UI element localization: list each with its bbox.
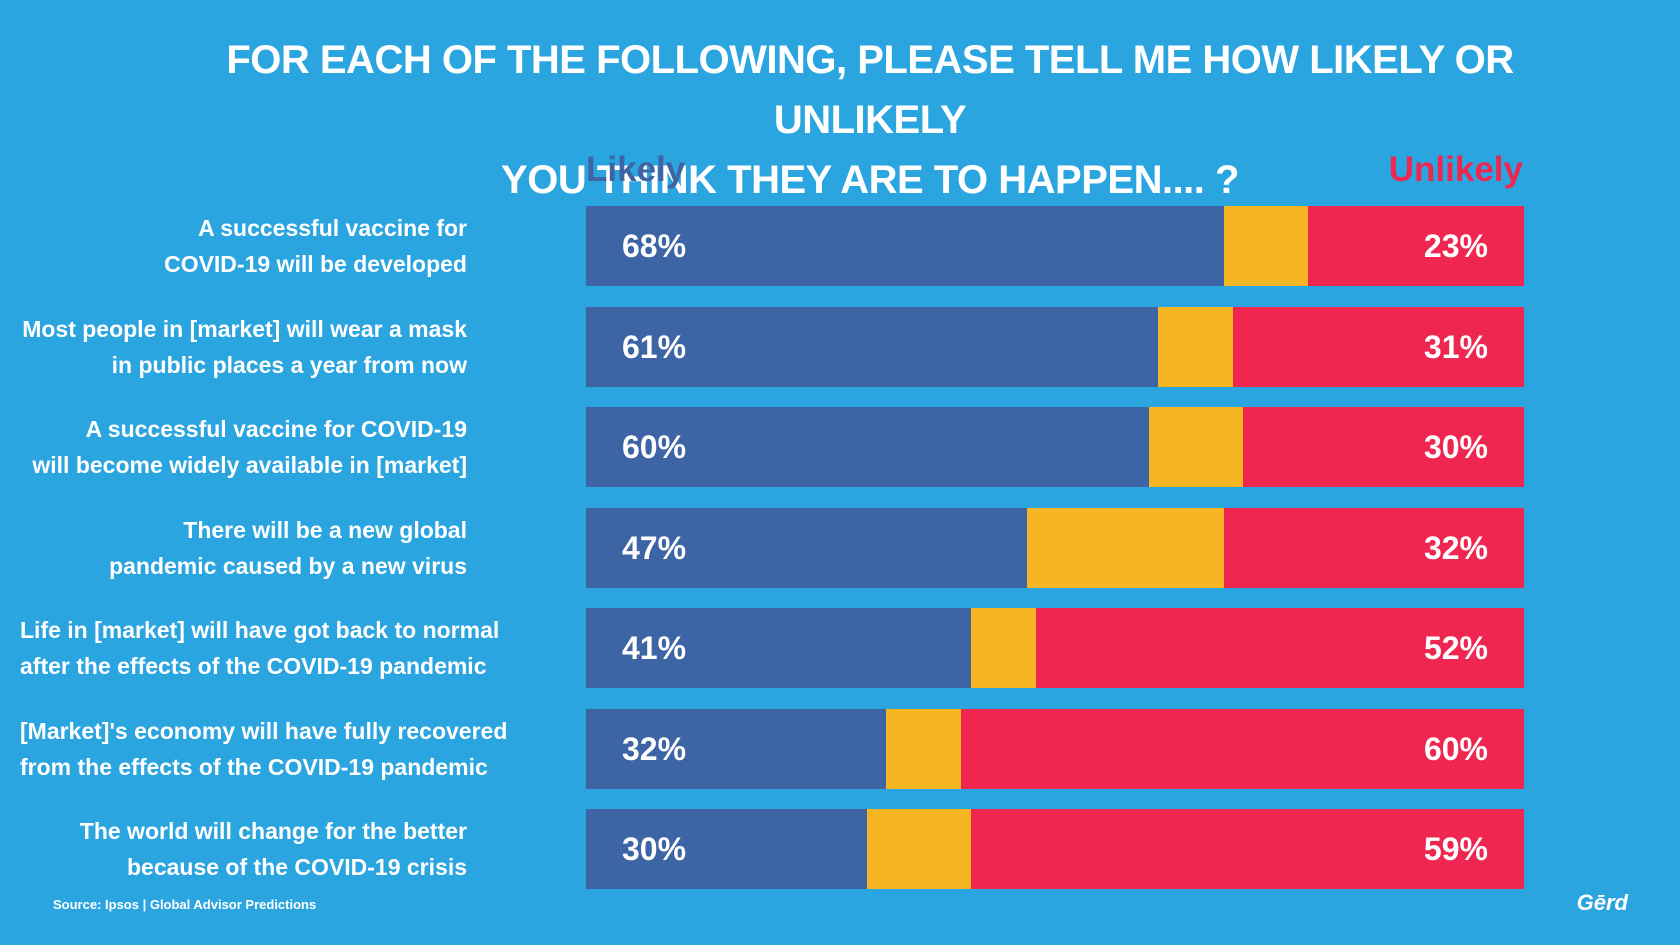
bar-unlikely: 52% (1036, 608, 1524, 688)
bar-neutral (1026, 507, 1224, 588)
bar-unlikely: 59% (970, 809, 1524, 889)
value-label-unlikely: 32% (1423, 529, 1488, 566)
bar-row: 32% 60% (586, 708, 1524, 789)
bar-unlikely: 31% (1233, 306, 1524, 387)
bar-row: 30% 59% (586, 809, 1524, 889)
bar-unlikely: 32% (1223, 507, 1524, 588)
chart-title-line-1: FOR EACH OF THE FOLLOWING, PLEASE TELL M… (226, 38, 1514, 142)
row-label-line: from the effects of the COVID-19 pandemi… (20, 753, 488, 780)
row-label: Life in [market] will have got back to n… (20, 612, 500, 684)
row-label: A successful vaccine for COVID-19 will be… (20, 210, 467, 282)
value-label-likely: 32% (622, 730, 687, 767)
value-label-likely: 60% (622, 429, 687, 465)
bar-row: 60% 30% (586, 407, 1524, 487)
value-label-likely: 30% (622, 831, 687, 867)
value-label-unlikely: 52% (1423, 630, 1488, 666)
bar-unlikely: 60% (961, 708, 1524, 789)
row-label-line: will become widely available in [market] (32, 452, 467, 478)
row-label-line: [Market]'s economy will have fully recov… (20, 717, 508, 744)
value-label-likely: 61% (622, 328, 687, 365)
value-label-unlikely: 23% (1423, 228, 1488, 264)
bar-likely: 32% (586, 708, 887, 789)
row-label-line: There will be a new global (183, 516, 467, 543)
bar-row: 47% 32% (586, 507, 1524, 588)
bar-unlikely: 30% (1242, 407, 1524, 487)
bar-likely: 68% (586, 206, 1224, 286)
value-label-likely: 41% (622, 630, 687, 666)
value-label-likely: 68% (622, 228, 687, 264)
source-note: Source: Ipsos | Global Advisor Predictio… (53, 897, 317, 912)
row-label-line: Life in [market] will have got back to n… (20, 617, 500, 643)
row-label-line: A successful vaccine for COVID-19 (85, 416, 467, 442)
row-label-line: COVID-19 will be developed (164, 251, 467, 277)
row-label-line: in public places a year from now (111, 351, 467, 378)
legend-unlikely: Unlikely (1388, 150, 1523, 189)
bar-likely: 61% (586, 306, 1159, 387)
value-label-unlikely: 60% (1423, 730, 1488, 767)
value-label-unlikely: 31% (1423, 328, 1488, 365)
row-label: Most people in [market] will wear a mask… (20, 311, 467, 383)
bar-likely: 30% (586, 809, 868, 889)
chart-title: FOR EACH OF THE FOLLOWING, PLEASE TELL M… (190, 30, 1550, 210)
bar-row: 41% 52% (586, 608, 1524, 688)
row-label-line: Most people in [market] will wear a mask (22, 315, 467, 342)
brand-logo: Gērd (1576, 890, 1628, 915)
bar-neutral (867, 809, 971, 889)
bar-neutral (886, 708, 962, 789)
bar-row: 61% 31% (586, 306, 1524, 387)
value-label-likely: 47% (622, 529, 687, 566)
bar-neutral (970, 608, 1037, 688)
row-label: [Market]'s economy will have fully recov… (20, 713, 508, 785)
row-label-line: because of the COVID-19 crisis (126, 854, 467, 880)
row-label-line: A successful vaccine for (198, 215, 467, 241)
bar-likely: 41% (586, 608, 971, 688)
bar-row: 68% 23% (586, 206, 1524, 286)
value-label-unlikely: 59% (1423, 831, 1488, 867)
bar-neutral (1148, 407, 1243, 487)
bar-neutral (1158, 306, 1234, 387)
bar-likely: 47% (586, 507, 1027, 588)
chart-title-line-2: YOU THINK THEY ARE TO HAPPEN.... ? (501, 158, 1239, 202)
value-label-unlikely: 30% (1423, 429, 1488, 465)
row-label-line: after the effects of the COVID-19 pandem… (20, 653, 487, 679)
bar-unlikely: 23% (1308, 206, 1524, 286)
row-label: The world will change for the better beca… (20, 813, 467, 885)
row-label-line: pandemic caused by a new virus (109, 552, 467, 579)
row-label: A successful vaccine for COVID-19 will be… (20, 411, 467, 483)
bar-neutral (1223, 206, 1309, 286)
row-label: There will be a new global pandemic cause… (20, 512, 467, 584)
legend-likely: Likely (586, 150, 686, 189)
bar-likely: 60% (586, 407, 1149, 487)
row-label-line: The world will change for the better (79, 818, 467, 844)
